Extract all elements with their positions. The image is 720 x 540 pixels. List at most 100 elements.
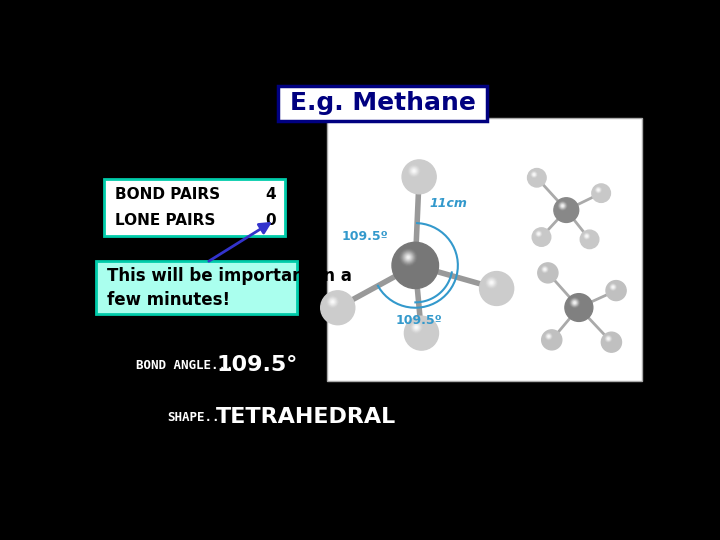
Circle shape <box>543 267 546 271</box>
Circle shape <box>606 336 611 341</box>
Circle shape <box>408 256 409 258</box>
Circle shape <box>412 169 416 173</box>
Circle shape <box>405 254 412 261</box>
Circle shape <box>409 166 419 176</box>
Circle shape <box>405 316 438 350</box>
Circle shape <box>538 233 540 235</box>
Circle shape <box>545 333 552 340</box>
Circle shape <box>544 268 546 271</box>
Circle shape <box>611 285 616 289</box>
Circle shape <box>411 168 417 174</box>
Circle shape <box>606 336 611 342</box>
Circle shape <box>570 299 579 307</box>
Circle shape <box>528 168 546 187</box>
Circle shape <box>559 202 567 210</box>
Circle shape <box>412 323 420 332</box>
Circle shape <box>329 298 336 306</box>
Circle shape <box>409 320 423 334</box>
Circle shape <box>554 198 579 222</box>
Circle shape <box>548 335 550 338</box>
Circle shape <box>557 201 567 211</box>
Circle shape <box>532 228 551 246</box>
Circle shape <box>328 298 337 306</box>
Circle shape <box>531 172 537 177</box>
Text: BOND ANGLE...: BOND ANGLE... <box>137 359 234 372</box>
Circle shape <box>611 286 615 288</box>
Circle shape <box>332 301 333 302</box>
Circle shape <box>571 299 578 306</box>
Circle shape <box>325 295 340 309</box>
Circle shape <box>547 335 550 338</box>
Circle shape <box>531 171 538 178</box>
Circle shape <box>533 173 535 176</box>
Circle shape <box>607 338 610 340</box>
Circle shape <box>538 233 539 234</box>
Circle shape <box>608 338 609 339</box>
Circle shape <box>407 164 421 178</box>
Circle shape <box>320 291 355 325</box>
Circle shape <box>546 334 551 338</box>
Circle shape <box>548 336 549 337</box>
Circle shape <box>544 269 545 270</box>
Circle shape <box>410 166 418 176</box>
Text: This will be important in a
few minutes!: This will be important in a few minutes! <box>107 267 352 308</box>
Circle shape <box>404 253 413 262</box>
Text: 11cm: 11cm <box>429 197 467 210</box>
Circle shape <box>541 265 549 274</box>
Circle shape <box>488 279 495 286</box>
Circle shape <box>544 268 546 271</box>
Circle shape <box>597 188 600 191</box>
Circle shape <box>410 321 423 334</box>
Circle shape <box>611 285 616 290</box>
Circle shape <box>562 205 564 207</box>
Circle shape <box>544 332 553 341</box>
Circle shape <box>606 281 626 301</box>
Circle shape <box>328 297 338 307</box>
FancyBboxPatch shape <box>96 261 297 314</box>
Circle shape <box>596 188 600 192</box>
Circle shape <box>537 232 540 235</box>
Circle shape <box>411 322 421 332</box>
Circle shape <box>536 231 542 237</box>
Circle shape <box>598 189 600 191</box>
Circle shape <box>326 295 339 308</box>
Circle shape <box>531 172 536 177</box>
Circle shape <box>535 230 543 238</box>
Circle shape <box>585 235 588 238</box>
Circle shape <box>584 233 590 239</box>
Circle shape <box>486 277 498 288</box>
Circle shape <box>535 231 542 237</box>
Circle shape <box>489 280 494 285</box>
Circle shape <box>405 255 411 260</box>
Circle shape <box>601 332 621 352</box>
Circle shape <box>559 202 566 209</box>
Text: 109.5º: 109.5º <box>396 314 443 327</box>
Circle shape <box>585 234 589 239</box>
Circle shape <box>572 300 578 306</box>
Circle shape <box>392 242 438 288</box>
Circle shape <box>485 275 498 289</box>
Circle shape <box>544 268 546 270</box>
Circle shape <box>584 233 590 239</box>
Circle shape <box>487 278 497 288</box>
Circle shape <box>595 186 602 194</box>
Circle shape <box>403 252 413 262</box>
FancyBboxPatch shape <box>279 85 487 121</box>
Circle shape <box>414 325 419 330</box>
Circle shape <box>408 165 420 177</box>
Circle shape <box>491 282 492 283</box>
Circle shape <box>562 205 563 206</box>
Text: 4: 4 <box>266 187 276 201</box>
Circle shape <box>541 330 562 350</box>
Circle shape <box>532 173 536 176</box>
Circle shape <box>596 187 600 192</box>
Circle shape <box>408 165 420 177</box>
Circle shape <box>611 285 615 289</box>
Circle shape <box>583 233 590 240</box>
Circle shape <box>586 235 588 237</box>
Circle shape <box>543 267 547 272</box>
Circle shape <box>490 281 493 285</box>
Circle shape <box>330 299 336 305</box>
Circle shape <box>605 335 612 342</box>
Circle shape <box>545 333 552 340</box>
